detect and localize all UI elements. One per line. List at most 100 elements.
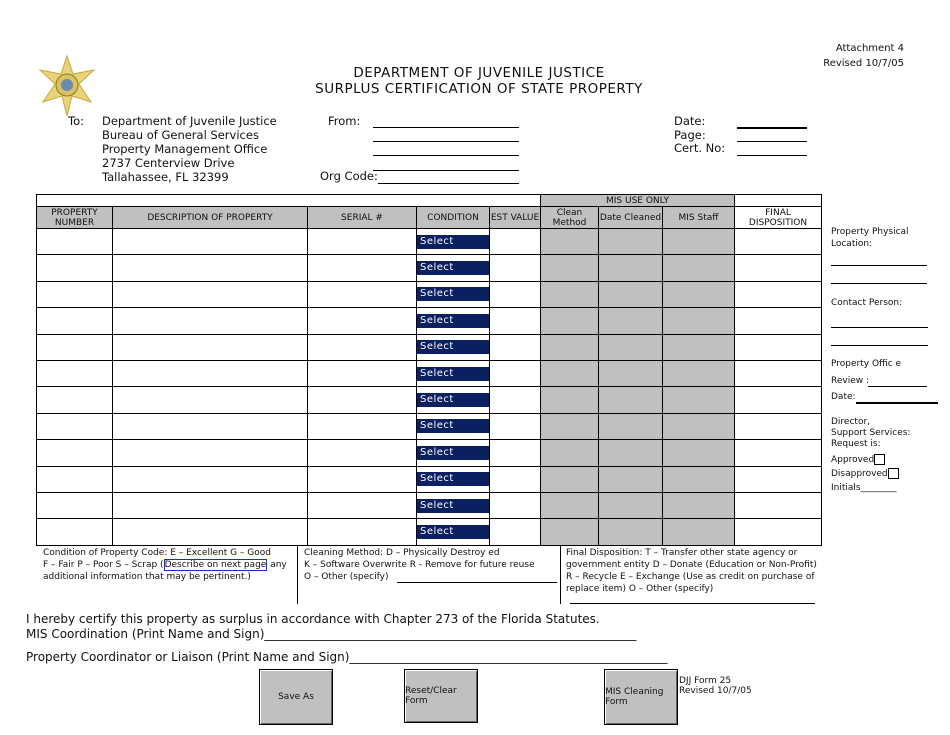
est-value-cell[interactable]	[489, 412, 541, 441]
condition-cell[interactable]: Select	[416, 518, 490, 546]
property-coordinator-signature[interactable]: Property Coordinator or Liaison (Print N…	[26, 650, 668, 664]
location-field-1[interactable]	[831, 265, 927, 266]
mis-staff-cell[interactable]	[662, 439, 735, 467]
mis-coordination-signature[interactable]: MIS Coordination (Print Name and Sign)__…	[26, 627, 637, 641]
condition-select[interactable]: Select	[417, 445, 489, 460]
location-field-2[interactable]	[831, 283, 927, 284]
reset-clear-form-button[interactable]: Reset/Clear Form	[404, 669, 478, 723]
serial-cell[interactable]	[307, 439, 417, 467]
condition-select[interactable]: Select	[417, 498, 489, 513]
final-disposition-cell[interactable]	[734, 254, 822, 282]
est-value-cell[interactable]	[489, 386, 541, 414]
date-cleaned-cell[interactable]	[598, 280, 663, 309]
description-cell[interactable]	[112, 491, 308, 520]
serial-cell[interactable]	[307, 227, 417, 256]
condition-cell[interactable]: Select	[416, 491, 490, 520]
from-field-4[interactable]	[373, 170, 519, 171]
condition-cell[interactable]: Select	[416, 439, 490, 467]
approved-option[interactable]: Approved	[831, 454, 886, 465]
mis-staff-cell[interactable]	[662, 386, 735, 414]
clean-method-cell[interactable]	[540, 439, 599, 467]
org-code-field[interactable]	[378, 183, 519, 184]
condition-cell[interactable]: Select	[416, 280, 490, 309]
property-number-cell[interactable]	[36, 280, 113, 309]
final-disposition-cell[interactable]	[734, 465, 822, 493]
condition-select[interactable]: Select	[417, 366, 489, 381]
condition-cell[interactable]: Select	[416, 227, 490, 256]
mis-staff-cell[interactable]	[662, 491, 735, 520]
review-date-field[interactable]	[856, 402, 938, 404]
clean-method-cell[interactable]	[540, 518, 599, 546]
condition-cell[interactable]: Select	[416, 465, 490, 493]
final-disposition-cell[interactable]	[734, 227, 822, 256]
date-cleaned-cell[interactable]	[598, 386, 663, 414]
est-value-cell[interactable]	[489, 333, 541, 361]
serial-cell[interactable]	[307, 412, 417, 441]
serial-cell[interactable]	[307, 359, 417, 388]
est-value-cell[interactable]	[489, 227, 541, 256]
property-number-cell[interactable]	[36, 333, 113, 361]
property-number-cell[interactable]	[36, 386, 113, 414]
mis-staff-cell[interactable]	[662, 307, 735, 335]
description-cell[interactable]	[112, 518, 308, 546]
serial-cell[interactable]	[307, 386, 417, 414]
mis-staff-cell[interactable]	[662, 518, 735, 546]
clean-method-cell[interactable]	[540, 280, 599, 309]
est-value-cell[interactable]	[489, 280, 541, 309]
serial-cell[interactable]	[307, 518, 417, 546]
final-disposition-cell[interactable]	[734, 359, 822, 388]
clean-method-cell[interactable]	[540, 359, 599, 388]
initials-field[interactable]: Initials________	[831, 483, 897, 493]
property-number-cell[interactable]	[36, 412, 113, 441]
condition-select[interactable]: Select	[417, 313, 489, 328]
condition-select[interactable]: Select	[417, 261, 489, 276]
property-number-cell[interactable]	[36, 518, 113, 546]
est-value-cell[interactable]	[489, 254, 541, 282]
mis-staff-cell[interactable]	[662, 412, 735, 441]
final-disposition-cell[interactable]	[734, 307, 822, 335]
serial-cell[interactable]	[307, 280, 417, 309]
final-disposition-cell[interactable]	[734, 280, 822, 309]
property-number-cell[interactable]	[36, 254, 113, 282]
condition-select[interactable]: Select	[417, 393, 489, 408]
clean-method-cell[interactable]	[540, 386, 599, 414]
condition-select[interactable]: Select	[417, 524, 489, 539]
property-number-cell[interactable]	[36, 227, 113, 256]
property-number-cell[interactable]	[36, 439, 113, 467]
disapproved-checkbox[interactable]	[887, 468, 899, 479]
condition-select[interactable]: Select	[417, 234, 489, 249]
condition-cell[interactable]: Select	[416, 412, 490, 441]
description-cell[interactable]	[112, 227, 308, 256]
est-value-cell[interactable]	[489, 307, 541, 335]
clean-method-cell[interactable]	[540, 307, 599, 335]
describe-next-page-link[interactable]: Describe on next page	[163, 559, 268, 571]
serial-cell[interactable]	[307, 491, 417, 520]
final-disposition-cell[interactable]	[734, 491, 822, 520]
condition-select[interactable]: Select	[417, 472, 489, 487]
mis-cleaning-form-button[interactable]: MIS Cleaning Form	[604, 669, 678, 725]
property-number-cell[interactable]	[36, 465, 113, 493]
final-disposition-cell[interactable]	[734, 333, 822, 361]
property-number-cell[interactable]	[36, 359, 113, 388]
review-field[interactable]	[868, 386, 927, 387]
description-cell[interactable]	[112, 333, 308, 361]
from-field-2[interactable]	[373, 141, 519, 142]
mis-staff-cell[interactable]	[662, 359, 735, 388]
clean-method-cell[interactable]	[540, 412, 599, 441]
est-value-cell[interactable]	[489, 518, 541, 546]
clean-method-cell[interactable]	[540, 254, 599, 282]
date-cleaned-cell[interactable]	[598, 333, 663, 361]
condition-cell[interactable]: Select	[416, 307, 490, 335]
clean-method-cell[interactable]	[540, 333, 599, 361]
serial-cell[interactable]	[307, 254, 417, 282]
property-number-cell[interactable]	[36, 307, 113, 335]
description-cell[interactable]	[112, 386, 308, 414]
approved-checkbox[interactable]	[874, 454, 886, 465]
serial-cell[interactable]	[307, 333, 417, 361]
final-disposition-cell[interactable]	[734, 412, 822, 441]
disposition-other-field[interactable]	[570, 603, 815, 604]
from-field-1[interactable]	[373, 127, 519, 128]
condition-select[interactable]: Select	[417, 287, 489, 302]
serial-cell[interactable]	[307, 307, 417, 335]
clean-method-cell[interactable]	[540, 227, 599, 256]
